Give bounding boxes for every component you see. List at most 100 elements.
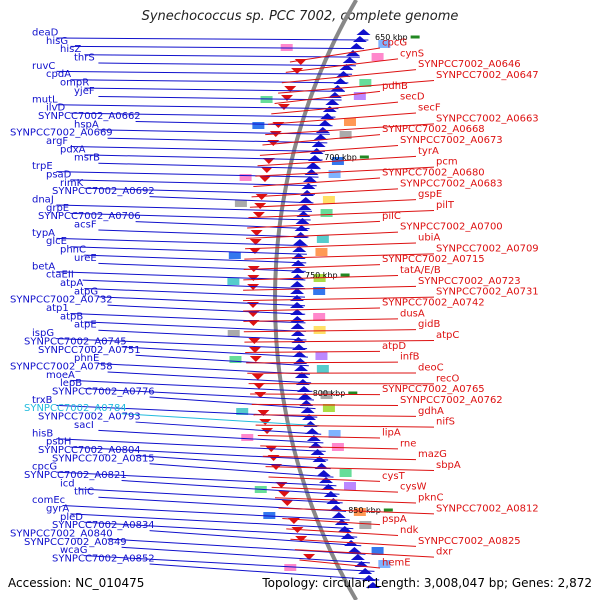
gene-label-ndk[interactable]: ndk <box>400 525 419 536</box>
gene-label-atp1[interactable]: atp1 <box>46 303 69 314</box>
gene-label-pcm[interactable]: pcm <box>436 157 458 168</box>
gene-label-cyns[interactable]: cynS <box>400 48 424 59</box>
gene-label-nifs[interactable]: nifS <box>436 417 455 428</box>
gene-label-deoc[interactable]: deoC <box>418 363 444 374</box>
gene-label-moea[interactable]: moeA <box>46 370 75 381</box>
gene-label-tyra[interactable]: tyrA <box>418 146 439 157</box>
gene-label-ispg[interactable]: ispG <box>32 328 54 339</box>
gene-label-cpda[interactable]: cpdA <box>46 69 71 80</box>
gene-label-synpcc7002-a0662[interactable]: SYNPCC7002_A0662 <box>38 111 141 122</box>
gene-label-hisg[interactable]: hisG <box>46 36 68 47</box>
gene-label-synpcc7002-a0804[interactable]: SYNPCC7002_A0804 <box>38 445 141 456</box>
gene-label-cpcg[interactable]: cpcG <box>382 38 407 49</box>
gene-label-hspa[interactable]: hspA <box>74 119 99 130</box>
gene-label-synpcc7002-a0700[interactable]: SYNPCC7002_A0700 <box>400 222 503 233</box>
gene-label-trxb[interactable]: trxB <box>32 395 53 406</box>
gene-label-tata-e-b[interactable]: tatA/E/B <box>400 265 441 276</box>
gene-label-synpcc7002-a0776[interactable]: SYNPCC7002_A0776 <box>52 387 155 398</box>
gene-label-grpe[interactable]: grpE <box>46 203 69 214</box>
gene-label-infb[interactable]: infB <box>400 352 420 363</box>
gene-label-secd[interactable]: secD <box>400 92 425 103</box>
gene-label-atpb[interactable]: atpB <box>60 311 83 322</box>
gene-label-hisb[interactable]: hisB <box>32 428 53 439</box>
gene-label-synpcc7002-a0812[interactable]: SYNPCC7002_A0812 <box>436 503 539 514</box>
gene-label-dxr[interactable]: dxr <box>436 547 453 558</box>
gene-label-synpcc7002-a0723[interactable]: SYNPCC7002_A0723 <box>418 276 521 287</box>
gene-label-ubia[interactable]: ubiA <box>418 233 440 244</box>
gene-label-yjef[interactable]: yjeF <box>74 86 95 97</box>
gene-label-synpcc7002-a0683[interactable]: SYNPCC7002_A0683 <box>400 178 503 189</box>
gene-label-acsf[interactable]: acsF <box>74 220 97 231</box>
gene-label-synpcc7002-a0751[interactable]: SYNPCC7002_A0751 <box>38 345 141 356</box>
gene-label-synpcc7002-a0742[interactable]: SYNPCC7002_A0742 <box>382 298 485 309</box>
gene-label-cpcg[interactable]: cpcG <box>32 462 57 473</box>
gene-label-thrs[interactable]: thrS <box>74 53 95 64</box>
gene-label-phnc[interactable]: phnC <box>60 245 86 256</box>
gene-label-cyst[interactable]: cysT <box>382 471 406 482</box>
gene-label-psbh[interactable]: psbH <box>46 437 71 448</box>
gene-label-synpcc7002-a0849[interactable]: SYNPCC7002_A0849 <box>24 537 127 548</box>
gene-label-synpcc7002-a0793[interactable]: SYNPCC7002_A0793 <box>38 412 141 423</box>
gene-label-synpcc7002-a0762[interactable]: SYNPCC7002_A0762 <box>400 395 503 406</box>
gene-label-synpcc7002-a0840[interactable]: SYNPCC7002_A0840 <box>10 528 113 539</box>
gene-label-pknc[interactable]: pknC <box>418 493 443 504</box>
gene-label-wcag[interactable]: wcaG <box>60 545 88 556</box>
gene-label-ompr[interactable]: ompR <box>60 78 89 89</box>
gene-label-pilc[interactable]: pilC <box>382 211 401 222</box>
gene-label-phne[interactable]: phnE <box>74 353 99 364</box>
gene-label-beta[interactable]: betA <box>32 261 55 272</box>
gene-label-dnaj[interactable]: dnaJ <box>32 194 54 205</box>
gene-label-synpcc7002-a0663[interactable]: SYNPCC7002_A0663 <box>436 113 539 124</box>
gene-label-typa[interactable]: typA <box>32 228 55 239</box>
gene-label-glce[interactable]: glcE <box>46 236 67 247</box>
gene-label-synpcc7002-a0673[interactable]: SYNPCC7002_A0673 <box>400 135 503 146</box>
gene-label-synpcc7002-a0821[interactable]: SYNPCC7002_A0821 <box>24 470 127 481</box>
gene-label-msrb[interactable]: msrB <box>74 153 100 164</box>
gene-label-synpcc7002-a0668[interactable]: SYNPCC7002_A0668 <box>382 124 485 135</box>
gene-label-synpcc7002-a0765[interactable]: SYNPCC7002_A0765 <box>382 384 485 395</box>
gene-label-saci[interactable]: sacI <box>74 420 94 431</box>
gene-label-thic[interactable]: thiC <box>74 487 94 498</box>
gene-label-synpcc7002-a0731[interactable]: SYNPCC7002_A0731 <box>436 287 539 298</box>
gene-label-comec[interactable]: comEc <box>32 495 65 506</box>
gene-label-argf[interactable]: argF <box>46 136 68 147</box>
gene-label-pdhb[interactable]: pdhB <box>382 81 408 92</box>
gene-label-synpcc7002-a0815[interactable]: SYNPCC7002_A0815 <box>52 453 155 464</box>
gene-label-synpcc7002-a0758[interactable]: SYNPCC7002_A0758 <box>10 361 113 372</box>
gene-label-ctaeii[interactable]: ctaEII <box>46 270 74 281</box>
gene-label-cysw[interactable]: cysW <box>400 482 427 493</box>
gene-label-synpcc7002-a0692[interactable]: SYNPCC7002_A0692 <box>52 186 155 197</box>
gene-label-atpc[interactable]: atpC <box>436 330 459 341</box>
gene-label-mazg[interactable]: mazG <box>418 449 447 460</box>
gene-label-ruvc[interactable]: ruvC <box>32 61 55 72</box>
gene-label-synpcc7002-a0745[interactable]: SYNPCC7002_A0745 <box>24 336 127 347</box>
gene-label-synpcc7002-a0669[interactable]: SYNPCC7002_A0669 <box>10 128 113 139</box>
gene-label-psad[interactable]: psaD <box>46 169 72 180</box>
gene-label-pspa[interactable]: pspA <box>382 514 407 525</box>
gene-label-atpe[interactable]: atpE <box>74 320 97 331</box>
gene-label-hisz[interactable]: hisZ <box>60 44 81 55</box>
gene-label-gidb[interactable]: gidB <box>418 319 440 330</box>
gene-label-sbpa[interactable]: sbpA <box>436 460 461 471</box>
gene-label-synpcc7002-a0709[interactable]: SYNPCC7002_A0709 <box>436 243 539 254</box>
gene-label-synpcc7002-a0784[interactable]: SYNPCC7002_A0784 <box>24 403 127 414</box>
gene-label-dusa[interactable]: dusA <box>400 308 425 319</box>
gene-label-pdxa[interactable]: pdxA <box>60 144 86 155</box>
gene-label-atpg[interactable]: atpG <box>74 286 98 297</box>
gene-label-gspe[interactable]: gspE <box>418 189 442 200</box>
gene-label-synpcc7002-a0646[interactable]: SYNPCC7002_A0646 <box>418 59 521 70</box>
gene-label-gyra[interactable]: gyrA <box>46 503 69 514</box>
gene-label-mutl[interactable]: mutL <box>32 94 58 105</box>
gene-label-synpcc7002-a0732[interactable]: SYNPCC7002_A0732 <box>10 295 113 306</box>
gene-label-heme[interactable]: hemE <box>382 558 411 569</box>
gene-label-lipa[interactable]: lipA <box>382 428 401 439</box>
gene-label-gdha[interactable]: gdhA <box>418 406 444 417</box>
gene-label-rne[interactable]: rne <box>400 438 416 449</box>
gene-label-synpcc7002-a0715[interactable]: SYNPCC7002_A0715 <box>382 254 485 265</box>
gene-label-uree[interactable]: ureE <box>74 253 97 264</box>
gene-label-synpcc7002-a0834[interactable]: SYNPCC7002_A0834 <box>52 520 155 531</box>
gene-label-synpcc7002-a0680[interactable]: SYNPCC7002_A0680 <box>382 168 485 179</box>
gene-label-ilvd[interactable]: ilvD <box>46 103 65 114</box>
gene-label-synpcc7002-a0706[interactable]: SYNPCC7002_A0706 <box>38 211 141 222</box>
